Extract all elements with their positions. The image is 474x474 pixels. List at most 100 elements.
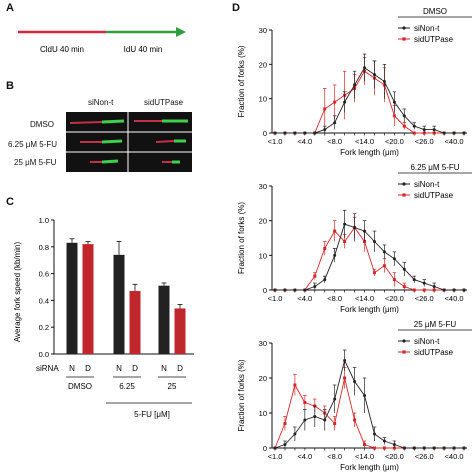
y-tick-label: 20: [259, 217, 267, 226]
y-axis-label: Fraction of forks (%): [237, 45, 246, 117]
data-point: [382, 446, 386, 450]
panel-title: 6.25 μM 5-FU: [410, 163, 459, 172]
data-point: [353, 226, 357, 230]
y-tick-label: 0: [263, 129, 267, 138]
fu-label: 5-FU [μM]: [134, 410, 170, 419]
y-tick-label: 1.0: [39, 216, 49, 225]
arrow-head-icon: [176, 27, 186, 37]
panel-c-label: C: [6, 196, 14, 208]
row-label-25: 25 μM 5-FU: [14, 158, 57, 167]
x-axis-label: Fork length (μm): [340, 305, 399, 314]
data-point: [333, 253, 337, 257]
data-point: [343, 239, 347, 243]
x-tick-label: <14.0: [355, 294, 374, 303]
col-header-sinont: siNon-t: [88, 98, 114, 107]
y-tick-label: 30: [259, 26, 267, 35]
x-tick-label: <20.0: [385, 452, 404, 461]
x-tick-label: <8.0: [327, 137, 342, 146]
panel-a-label: A: [6, 2, 14, 14]
data-point: [382, 264, 386, 268]
data-point: [452, 288, 456, 292]
x-axis-label: Fork length (μm): [340, 463, 399, 472]
data-point: [452, 131, 456, 135]
x-tick-label: <1.0: [268, 452, 283, 461]
sirna-n: N: [69, 364, 75, 373]
fiber-green: [101, 159, 119, 164]
data-point: [442, 288, 446, 292]
series-line-sidutpase: [275, 226, 464, 291]
data-point: [293, 383, 297, 387]
data-point: [323, 418, 327, 422]
data-point: [303, 288, 307, 292]
y-tick-label: 0.4: [39, 296, 49, 305]
series-line-sinon-t: [274, 359, 464, 449]
legend-marker: [402, 193, 406, 197]
fork-length-charts: Fraction of forks (%) 0 10 20 30 <1.0 <4.0 <8.0…: [237, 7, 472, 472]
x-tick-label: <8.0: [327, 294, 342, 303]
panel-title: 25 μM 5-FU: [414, 320, 457, 329]
data-point: [372, 73, 376, 77]
data-point: [343, 376, 347, 380]
data-point: [343, 222, 347, 226]
data-point: [452, 446, 456, 450]
data-point: [353, 418, 357, 422]
data-point: [402, 285, 406, 289]
sirna-d: D: [132, 364, 138, 373]
group-label: DMSO: [68, 382, 92, 391]
data-point: [402, 114, 406, 118]
y-tick-label: 0: [263, 286, 267, 295]
sirna-d: D: [177, 364, 183, 373]
legend-label-sinon-t: siNon-t: [414, 337, 440, 346]
x-tick-label: <40.0: [445, 452, 464, 461]
panel-d-label: D: [232, 2, 240, 14]
x-axis-label: Fork length (μm): [340, 148, 399, 157]
x-tick-label: <40.0: [445, 137, 464, 146]
data-point: [462, 131, 466, 135]
data-point: [372, 446, 376, 450]
data-point: [442, 131, 446, 135]
y-tick-label: 0.6: [39, 270, 49, 279]
sirna-d: D: [85, 364, 91, 373]
fork-length-chart-1: Fraction of forks (%) 0 10 20 30 <1.0 <4.0 <8.0…: [237, 7, 472, 157]
row-label-625: 6.25 μM 5-FU: [8, 140, 58, 149]
data-point: [382, 439, 386, 443]
legend-marker: [402, 350, 406, 354]
fiber-red: [69, 121, 103, 124]
data-point: [442, 446, 446, 450]
fiber-red: [155, 140, 175, 143]
x-tick-label: <14.0: [355, 137, 374, 146]
data-point: [372, 271, 376, 275]
data-point: [273, 446, 277, 450]
y-tick-label: 0.0: [39, 350, 49, 359]
y-tick-label: 30: [259, 182, 267, 191]
group-label: 6.25: [119, 382, 135, 391]
data-point: [363, 394, 367, 397]
idu-label: IdU 40 min: [124, 45, 163, 54]
y-axis-label: Fraction of forks (%): [237, 202, 246, 274]
data-point: [372, 239, 376, 243]
bar-n-25: [158, 285, 170, 354]
y-tick-label: 0: [263, 444, 267, 453]
panel-a-schematic: CldU 40 min IdU 40 min: [18, 27, 186, 54]
data-point: [402, 267, 406, 271]
legend-label-sidutpase: sidUTPase: [414, 35, 454, 44]
legend-marker: [402, 182, 406, 186]
data-point: [392, 100, 396, 104]
fiber-image-grid: [66, 112, 192, 172]
data-point: [422, 288, 426, 292]
data-point: [392, 257, 396, 261]
fiber-green: [101, 139, 123, 144]
x-tick-label: <4.0: [297, 137, 312, 146]
y-tick-label: 10: [259, 95, 267, 104]
data-point: [333, 422, 337, 425]
y-axis-label: Fraction of forks (%): [237, 359, 246, 431]
data-point: [372, 432, 376, 436]
data-point: [402, 446, 406, 450]
data-point: [303, 131, 307, 135]
data-point: [412, 446, 416, 450]
x-tick-label: <1.0: [268, 137, 283, 146]
data-point: [333, 229, 337, 233]
data-point: [323, 246, 327, 250]
x-tick-label: <4.0: [297, 294, 312, 303]
data-point: [353, 380, 357, 383]
